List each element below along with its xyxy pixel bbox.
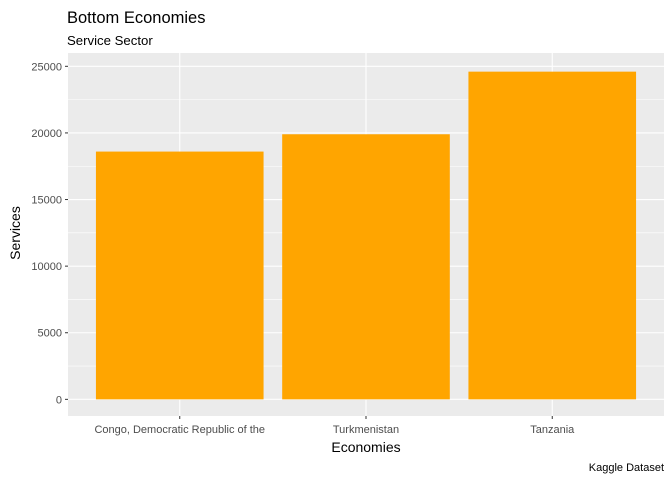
bar [282, 134, 450, 400]
x-axis-ticks: Congo, Democratic Republic of the Turkmen… [94, 416, 575, 436]
x-tick-label: Congo, Democratic Republic of the [94, 424, 265, 436]
x-tick-label: Tanzania [530, 424, 575, 436]
y-axis-ticks: 0 5000 10000 15000 20000 25000 [31, 61, 68, 406]
x-axis-label: Economies [331, 439, 400, 455]
bars [95, 71, 637, 400]
bar [468, 71, 637, 400]
y-tick-label: 15000 [31, 195, 62, 207]
y-tick-label: 20000 [31, 128, 62, 140]
y-tick-label: 10000 [31, 261, 62, 273]
x-tick-label: Turkmenistan [333, 424, 399, 436]
y-tick-label: 25000 [31, 61, 62, 73]
y-tick-label: 0 [56, 394, 62, 406]
chart-title: Bottom Economies [67, 9, 205, 27]
chart-caption: Kaggle Dataset [589, 462, 664, 474]
y-axis-label: Services [7, 206, 23, 260]
chart-subtitle: Service Sector [67, 33, 153, 48]
y-tick-label: 5000 [38, 328, 62, 340]
bar [95, 151, 264, 400]
